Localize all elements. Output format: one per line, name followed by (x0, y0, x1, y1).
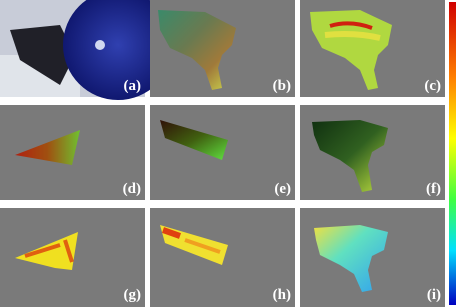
panel-b (150, 0, 295, 97)
panel-h (150, 208, 295, 307)
panel-label: (g) (124, 287, 142, 303)
panel-label: (h) (273, 287, 291, 303)
panel-label: (a) (124, 78, 142, 94)
panel-label: (e) (274, 181, 291, 197)
panel-c (300, 0, 445, 97)
panel-label: (b) (273, 78, 291, 94)
panel-label: (i) (427, 287, 441, 303)
panel-label: (c) (424, 78, 441, 94)
panel-g (0, 208, 145, 307)
panel-label: (d) (123, 181, 141, 197)
panel-e (150, 105, 295, 200)
panel-i (300, 208, 445, 307)
panel-label: (f) (426, 181, 441, 197)
colorbar (449, 2, 456, 305)
panel-a (0, 0, 173, 100)
panel-f (300, 105, 445, 200)
panel-d (0, 105, 145, 200)
